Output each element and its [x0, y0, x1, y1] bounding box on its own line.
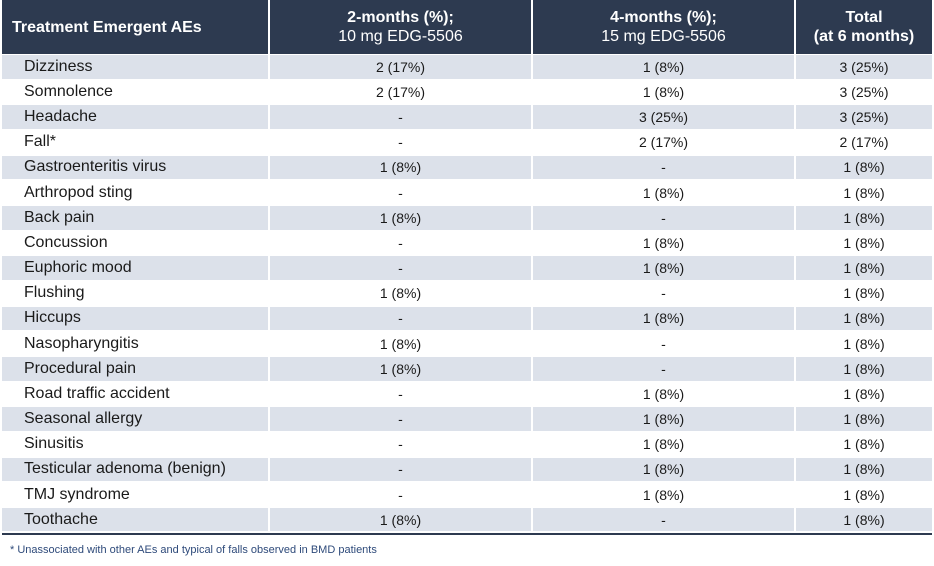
- ae-count: -: [270, 457, 531, 482]
- header-text: (at 6 months): [813, 28, 915, 45]
- header-text: Treatment Emergent AEs: [12, 18, 202, 36]
- ae-count: 2 (17%): [270, 55, 531, 79]
- ae-name: Sinusitis: [2, 432, 268, 457]
- ae-count: -: [533, 331, 794, 356]
- ae-count: -: [270, 130, 531, 155]
- ae-count: -: [270, 407, 531, 431]
- ae-count: -: [533, 155, 794, 180]
- ae-count: 1 (8%): [270, 281, 531, 306]
- ae-count: 1 (8%): [796, 306, 932, 331]
- ae-count: 1 (8%): [533, 55, 794, 79]
- ae-count: 1 (8%): [796, 507, 932, 532]
- ae-name: Somnolence: [2, 80, 268, 104]
- ae-count: 3 (25%): [796, 80, 932, 104]
- table-bottom-rule: [2, 533, 932, 535]
- ae-count: 1 (8%): [796, 281, 932, 306]
- header-text: 2-months (%);: [347, 9, 454, 26]
- ae-name: Fall*: [2, 130, 268, 155]
- ae-count: -: [270, 180, 531, 205]
- ae-count: 1 (8%): [533, 306, 794, 331]
- ae-name: Nasopharyngitis: [2, 331, 268, 356]
- ae-count: 1 (8%): [796, 155, 932, 180]
- ae-count: 1 (8%): [796, 231, 932, 255]
- ae-name: Concussion: [2, 231, 268, 255]
- ae-count: 2 (17%): [533, 130, 794, 155]
- ae-count: 1 (8%): [533, 432, 794, 457]
- ae-name: Seasonal allergy: [2, 407, 268, 431]
- ae-count: 2 (17%): [270, 80, 531, 104]
- ae-count: 1 (8%): [533, 80, 794, 104]
- ae-name: Testicular adenoma (benign): [2, 457, 268, 482]
- ae-name: Procedural pain: [2, 356, 268, 381]
- header-cell: 4-months (%); 15 mg EDG-5506: [533, 0, 794, 54]
- ae-name: Flushing: [2, 281, 268, 306]
- header-text: 10 mg EDG-5506: [338, 28, 463, 45]
- ae-count: 1 (8%): [533, 482, 794, 507]
- ae-count: 2 (17%): [796, 130, 932, 155]
- ae-count: 1 (8%): [796, 331, 932, 356]
- ae-count: -: [533, 356, 794, 381]
- ae-count: 1 (8%): [796, 256, 932, 280]
- header-cell: Treatment Emergent AEs: [2, 0, 268, 54]
- ae-count: 3 (25%): [796, 55, 932, 79]
- ae-name: Toothache: [2, 507, 268, 532]
- ae-count: 1 (8%): [796, 432, 932, 457]
- ae-name: Euphoric mood: [2, 256, 268, 280]
- ae-count: -: [270, 482, 531, 507]
- ae-count: 1 (8%): [533, 256, 794, 280]
- header-cell: Total (at 6 months): [796, 0, 932, 54]
- ae-count: -: [533, 281, 794, 306]
- ae-count: 1 (8%): [796, 180, 932, 205]
- ae-count: -: [270, 231, 531, 255]
- ae-count: -: [270, 306, 531, 331]
- ae-count: 1 (8%): [270, 507, 531, 532]
- ae-count: 1 (8%): [796, 356, 932, 381]
- ae-count: 1 (8%): [270, 205, 531, 230]
- ae-name: TMJ syndrome: [2, 482, 268, 507]
- ae-count: -: [270, 256, 531, 280]
- ae-name: Back pain: [2, 205, 268, 230]
- ae-count: 3 (25%): [533, 105, 794, 129]
- ae-name: Arthropod sting: [2, 180, 268, 205]
- header-cell: 2-months (%); 10 mg EDG-5506: [270, 0, 531, 54]
- ae-count: 1 (8%): [796, 205, 932, 230]
- ae-count: 1 (8%): [533, 180, 794, 205]
- ae-count: -: [270, 382, 531, 406]
- ae-name: Hiccups: [2, 306, 268, 331]
- ae-count: -: [270, 105, 531, 129]
- ae-count: -: [270, 432, 531, 457]
- ae-count: 1 (8%): [533, 382, 794, 406]
- header-text: 4-months (%);: [610, 9, 717, 26]
- ae-name: Dizziness: [2, 55, 268, 79]
- ae-name: Gastroenteritis virus: [2, 155, 268, 180]
- ae-count: 1 (8%): [796, 482, 932, 507]
- ae-count: 1 (8%): [796, 382, 932, 406]
- footnote: * Unassociated with other AEs and typica…: [10, 544, 377, 556]
- ae-count: 1 (8%): [533, 457, 794, 482]
- ae-count: 1 (8%): [533, 407, 794, 431]
- ae-count: 1 (8%): [270, 155, 531, 180]
- ae-count: 3 (25%): [796, 105, 932, 129]
- ae-count: 1 (8%): [533, 231, 794, 255]
- ae-name: Road traffic accident: [2, 382, 268, 406]
- header-text: 15 mg EDG-5506: [601, 28, 726, 45]
- ae-count: 1 (8%): [796, 407, 932, 431]
- header-text: Total: [845, 9, 883, 26]
- ae-count: 1 (8%): [796, 457, 932, 482]
- ae-count: -: [533, 205, 794, 230]
- ae-count: 1 (8%): [270, 356, 531, 381]
- ae-count: 1 (8%): [270, 331, 531, 356]
- ae-count: -: [533, 507, 794, 532]
- ae-name: Headache: [2, 105, 268, 129]
